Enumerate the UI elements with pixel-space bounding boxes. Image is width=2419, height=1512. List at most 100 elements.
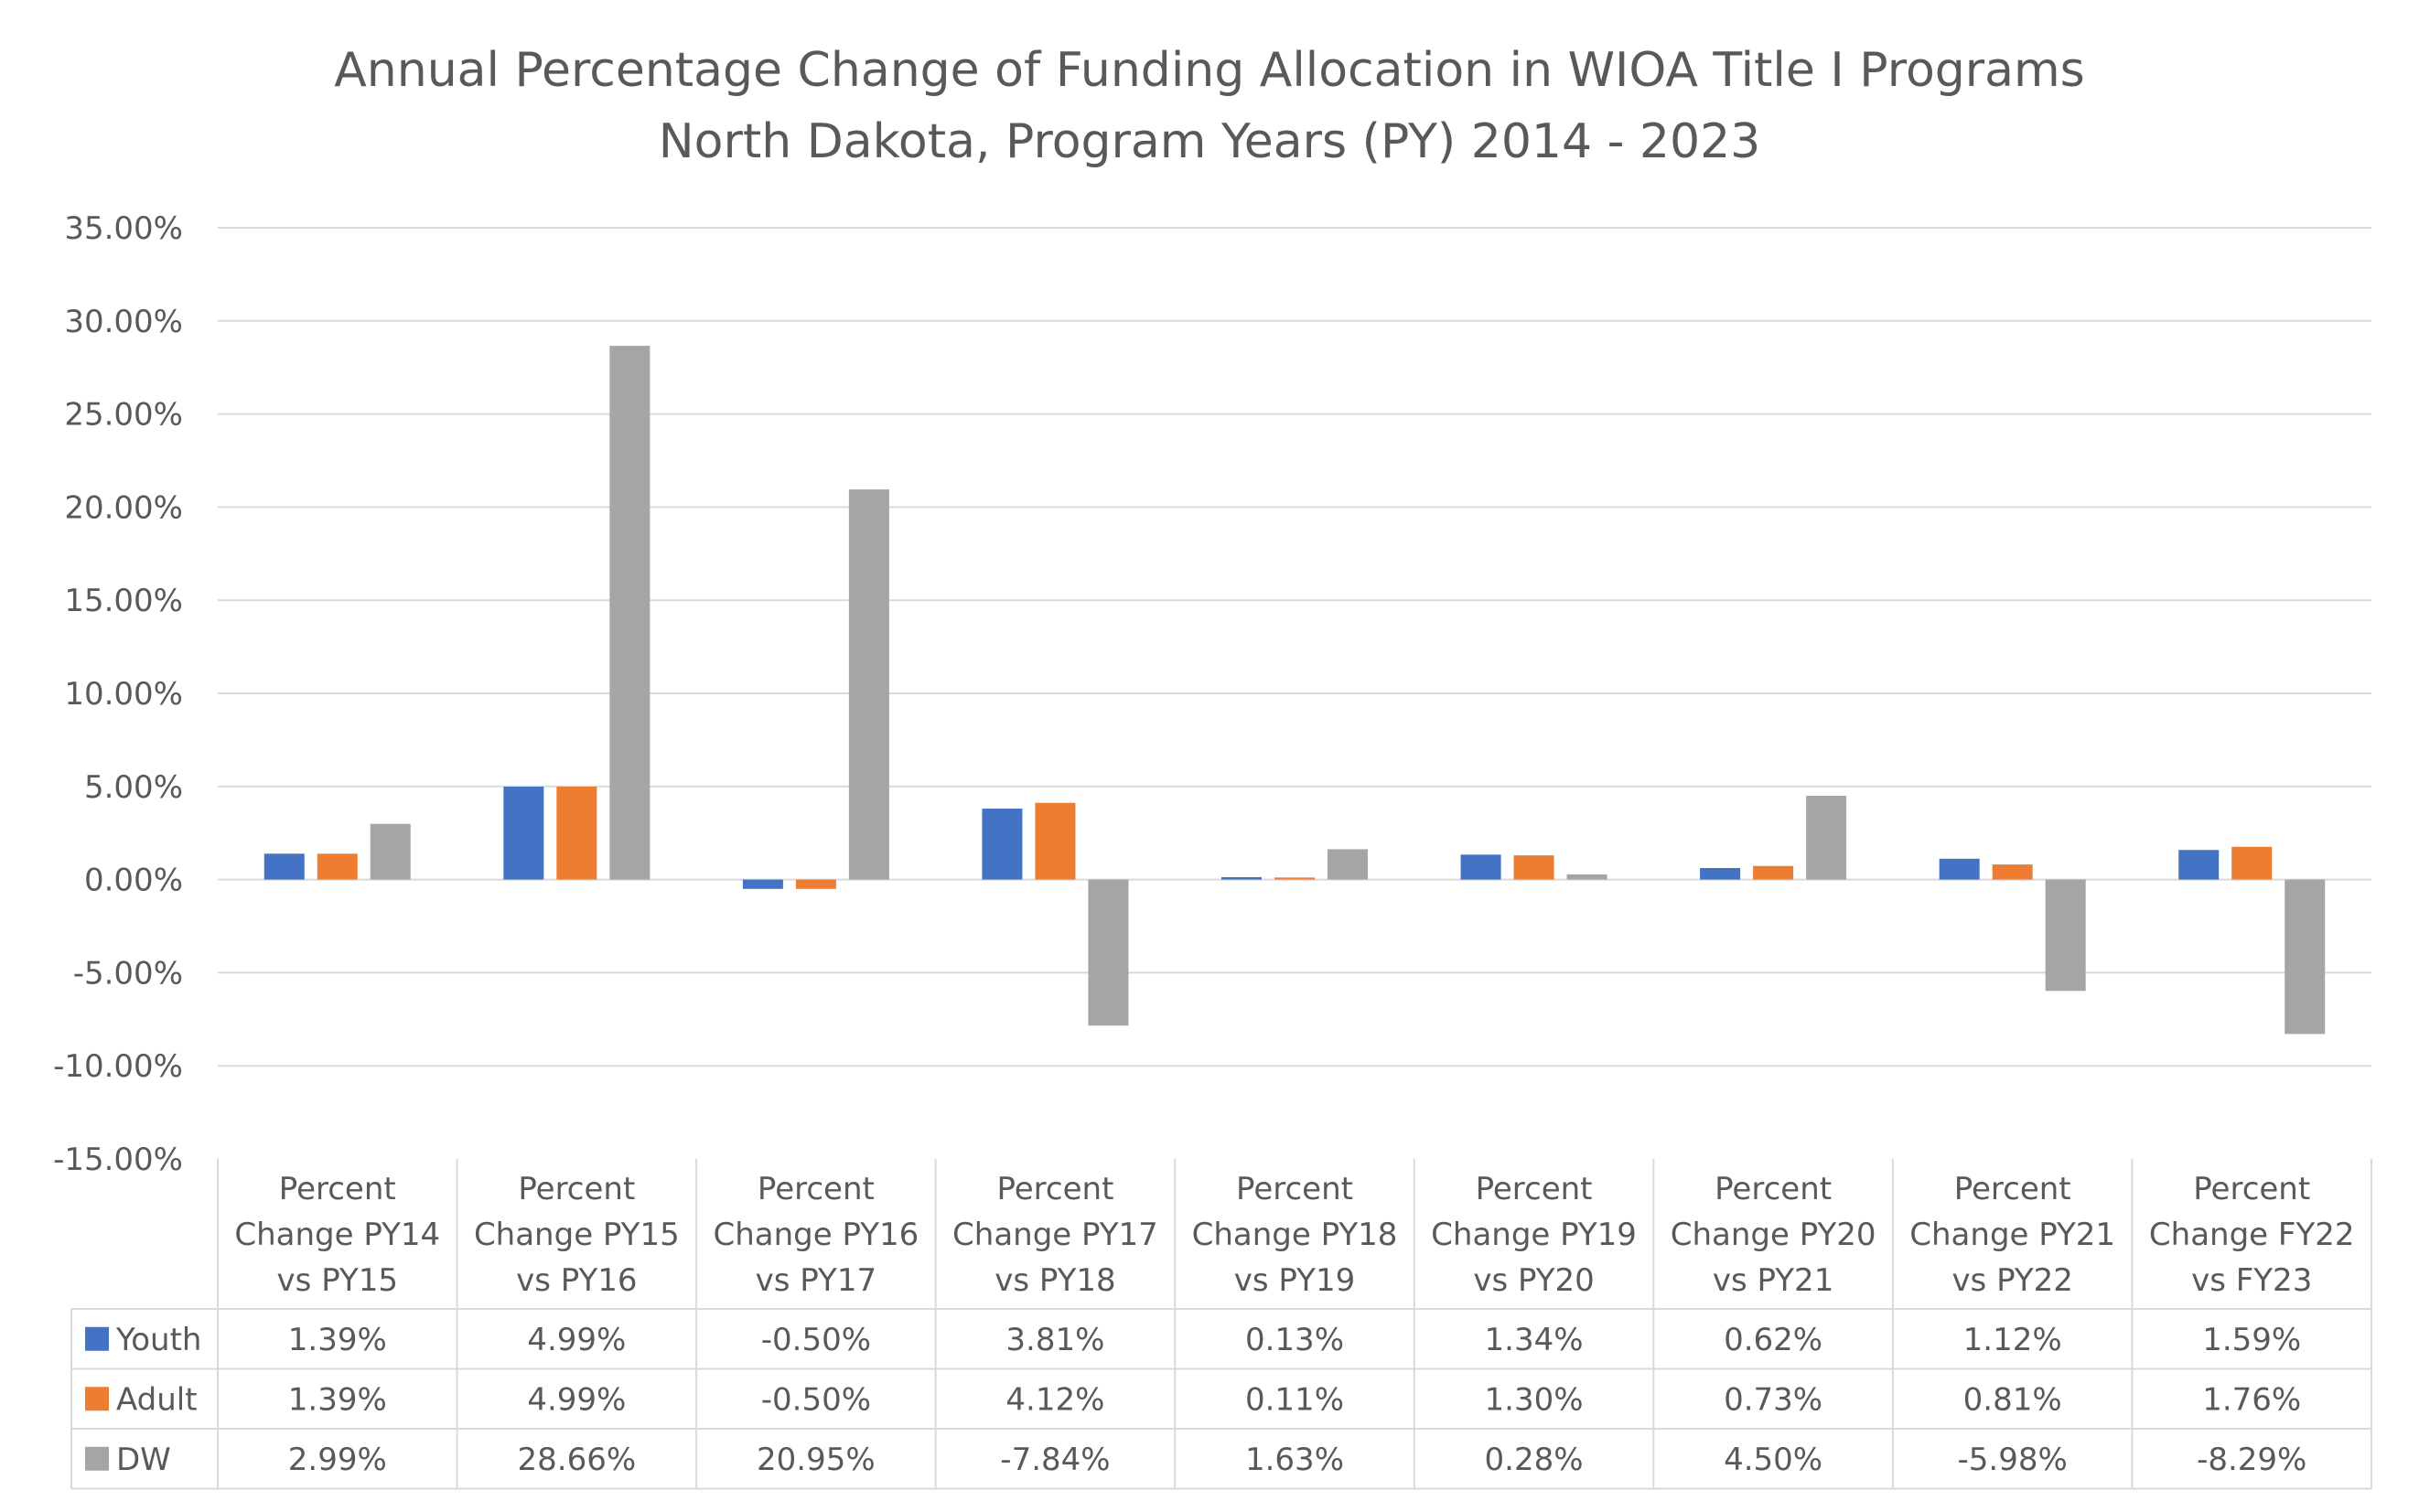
data-label: 1.39%: [288, 1322, 387, 1358]
category-label: vs PY21: [1713, 1262, 1833, 1299]
data-label: -7.84%: [1000, 1442, 1110, 1478]
series-name: Adult: [116, 1381, 198, 1418]
y-tick-label: -15.00%: [53, 1142, 183, 1178]
legend-key-adult: [85, 1387, 109, 1411]
data-label: 4.50%: [1724, 1442, 1822, 1478]
bar-adult: [2231, 846, 2273, 880]
data-label: 2.99%: [288, 1442, 387, 1478]
category-label: Percent: [996, 1171, 1113, 1207]
data-label: -8.29%: [2197, 1442, 2306, 1478]
bar-adult: [1513, 855, 1554, 880]
data-label: 3.81%: [1005, 1322, 1104, 1358]
bar-adult: [556, 787, 597, 880]
bar-dw: [609, 346, 650, 880]
bar-adult: [317, 853, 358, 880]
y-tick-label: 35.00%: [64, 210, 183, 247]
data-label: -0.50%: [761, 1381, 871, 1418]
bar-youth: [1939, 858, 1980, 880]
category-label: Percent: [518, 1171, 635, 1207]
bar-adult: [1992, 864, 2033, 880]
category-label: Change PY17: [952, 1217, 1158, 1253]
bar-youth: [742, 879, 783, 889]
data-label: 0.62%: [1724, 1322, 1822, 1358]
bar-dw: [2045, 879, 2086, 992]
y-tick-label: 25.00%: [64, 397, 183, 434]
category-label: vs PY17: [756, 1262, 876, 1299]
category-label: Percent: [1954, 1171, 2071, 1207]
category-label: vs PY20: [1473, 1262, 1594, 1299]
data-label: 1.12%: [1963, 1322, 2062, 1358]
data-label: 4.99%: [527, 1322, 626, 1358]
category-label: vs PY16: [516, 1262, 637, 1299]
bar-dw: [1806, 795, 1847, 880]
bar-dw: [1566, 874, 1607, 880]
y-tick-label: 15.00%: [64, 583, 183, 619]
bar-dw: [1088, 879, 1129, 1026]
bar-youth: [503, 787, 544, 880]
bar-adult: [1274, 877, 1315, 880]
y-tick-label: 30.00%: [64, 304, 183, 340]
category-label: Change PY20: [1671, 1217, 1876, 1253]
data-label: -5.98%: [1958, 1442, 2068, 1478]
data-label: 0.81%: [1963, 1381, 2062, 1418]
bar-dw: [848, 489, 889, 880]
bar-adult: [1035, 802, 1076, 880]
bar-youth: [263, 853, 305, 880]
data-label: 28.66%: [518, 1442, 637, 1478]
data-label: 1.30%: [1485, 1381, 1584, 1418]
data-label: 20.95%: [757, 1442, 876, 1478]
category-label: Change PY19: [1431, 1217, 1637, 1253]
series-name: Youth: [115, 1322, 201, 1358]
bar-youth: [1700, 867, 1741, 880]
bar-dw: [370, 823, 411, 880]
data-label: -0.50%: [761, 1322, 871, 1358]
bar-adult: [1753, 865, 1794, 880]
legend-key-dw: [85, 1446, 109, 1471]
data-table: Percent Change PY14 vs PY15 Percent Change P…: [70, 1159, 2372, 1490]
category-label: Percent: [758, 1171, 875, 1207]
y-tick-label: -10.00%: [53, 1048, 183, 1085]
chart-subtitle: North Dakota, Program Years (PY) 2014 - …: [659, 114, 1760, 169]
y-tick-label: 5.00%: [84, 769, 183, 806]
category-label: Change PY21: [1909, 1217, 2115, 1253]
category-label: vs FY23: [2191, 1262, 2312, 1299]
data-label: 0.11%: [1245, 1381, 1344, 1418]
category-label: vs PY15: [277, 1262, 398, 1299]
category-label: Change PY15: [474, 1217, 680, 1253]
series-name: DW: [116, 1442, 171, 1478]
category-label: Percent: [1236, 1171, 1353, 1207]
data-label: 1.63%: [1245, 1442, 1344, 1478]
data-label: 1.39%: [288, 1381, 387, 1418]
data-label: 0.13%: [1245, 1322, 1344, 1358]
bar-dw: [2285, 879, 2326, 1035]
category-label: vs PY18: [994, 1262, 1115, 1299]
bars: [263, 346, 2326, 1035]
data-label: 1.59%: [2202, 1322, 2301, 1358]
bar-youth: [982, 809, 1023, 880]
bar-youth: [1221, 876, 1262, 880]
bar-youth: [2178, 850, 2220, 880]
category-label: Change PY18: [1192, 1217, 1398, 1253]
data-label: 4.99%: [527, 1381, 626, 1418]
category-label: Change PY14: [234, 1217, 440, 1253]
data-label: 4.12%: [1005, 1381, 1104, 1418]
category-label: Change PY16: [713, 1217, 919, 1253]
category-label: Percent: [279, 1171, 396, 1207]
category-label: vs PY19: [1234, 1262, 1355, 1299]
y-tick-label: 20.00%: [64, 489, 183, 526]
y-tick-label: 0.00%: [84, 863, 183, 899]
data-label: 1.76%: [2202, 1381, 2301, 1418]
bar-youth: [1460, 854, 1501, 880]
category-label: Percent: [1715, 1171, 1832, 1207]
category-label: vs PY22: [1951, 1262, 2072, 1299]
data-label: 0.28%: [1485, 1442, 1584, 1478]
y-tick-label: 10.00%: [64, 676, 183, 713]
data-label: 0.73%: [1724, 1381, 1822, 1418]
bar-dw: [1328, 849, 1368, 880]
category-label: Percent: [1476, 1171, 1593, 1207]
category-label: Percent: [2193, 1171, 2310, 1207]
chart-title: Annual Percentage Change of Funding Allo…: [334, 43, 2085, 98]
category-label: Change FY22: [2149, 1217, 2355, 1253]
